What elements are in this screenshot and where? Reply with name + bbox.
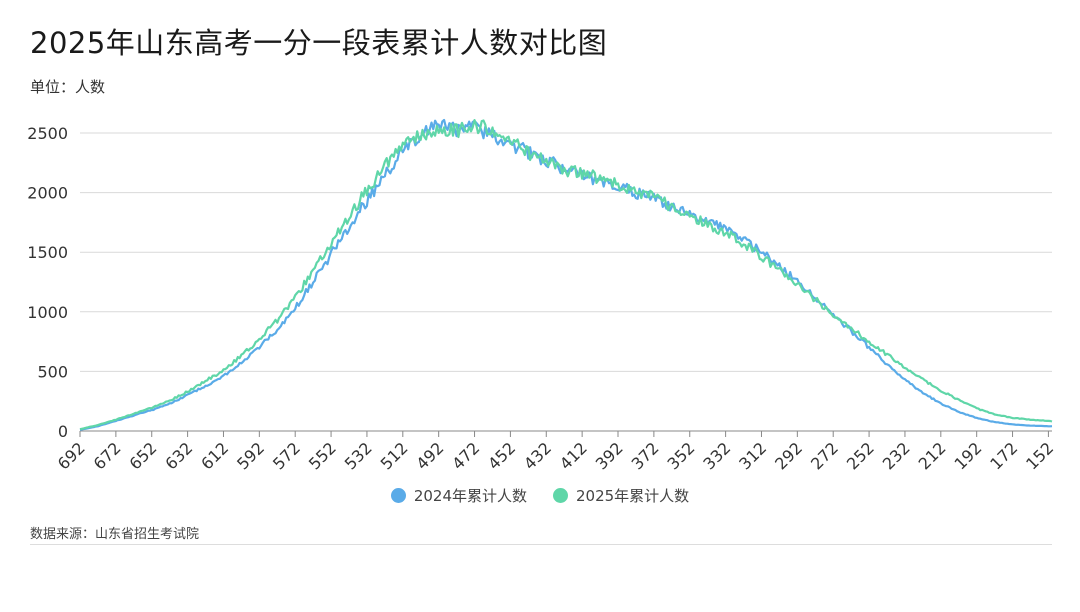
x-tick-label: 432 [520,438,555,473]
x-tick-label: 392 [592,438,627,473]
x-tick-label: 692 [54,438,89,473]
x-tick-label: 172 [986,438,1021,473]
legend-label-2025: 2025年累计人数 [576,487,690,505]
x-tick-label: 592 [233,438,268,473]
x-tick-label: 152 [1022,438,1057,473]
x-tick-label: 452 [484,438,519,473]
x-tick-label: 192 [950,438,985,473]
x-tick-label: 312 [735,438,770,473]
x-tick-label: 372 [628,438,663,473]
unit-label: 单位：人数 [30,78,106,96]
x-tick-label: 412 [556,438,591,473]
series-layer [79,118,1053,431]
y-tick-label: 2000 [27,184,68,203]
x-tick-label: 472 [448,438,483,473]
legend-dot-2024 [390,488,406,503]
series-line-2025[interactable] [79,119,1053,431]
x-tick-label: 532 [341,438,376,473]
y-tick-label: 500 [37,362,68,381]
footer-divider [30,544,1052,545]
legend: 2024年累计人数 2025年累计人数 [0,485,1080,506]
x-tick-label: 512 [377,438,412,473]
x-tick-label: 552 [305,438,340,473]
series-line-2024[interactable] [79,118,1053,431]
x-tick-label: 492 [412,438,447,473]
y-tick-label: 1500 [27,243,68,262]
x-tick-label: 252 [843,438,878,473]
x-tick-label: 352 [664,438,699,473]
x-tick-label: 212 [915,438,950,473]
grid-layer [80,132,1052,432]
legend-item-2024[interactable]: 2024年累计人数 [390,485,527,506]
x-tick-label: 612 [197,438,232,473]
x-tick-label: 672 [90,438,125,473]
x-tick-label: 272 [807,438,842,473]
y-tick-label: 1000 [27,303,68,322]
x-tick-label: 652 [126,438,161,473]
x-tick-label: 232 [879,438,914,473]
legend-dot-2025 [553,488,568,503]
x-axis: 692 672 652 632 612 592 572 552 532 512 492 472 452 4… [54,431,1057,473]
y-tick-label: 2500 [27,124,68,143]
legend-item-2025[interactable]: 2025年累计人数 [553,485,689,506]
x-tick-label: 632 [161,438,196,473]
x-tick-label: 292 [771,438,806,473]
data-source: 数据来源：山东省招生考试院 [30,527,200,542]
legend-label-2024: 2024年累计人数 [413,487,527,505]
x-tick-label: 572 [269,438,304,473]
x-tick-label: 332 [699,438,734,473]
y-tick-label: 0 [58,422,68,441]
chart-title: 2025年山东高考一分一段表累计人数对比图 [30,26,608,60]
y-axis-labels: 0 500 1000 1500 2000 2500 [27,124,68,441]
